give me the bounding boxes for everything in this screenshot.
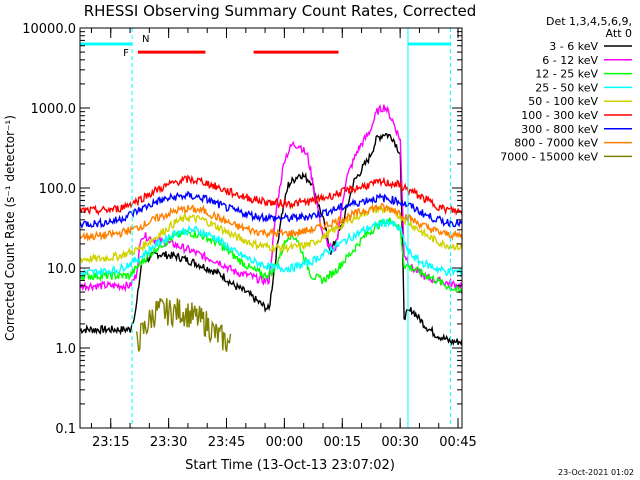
- x-tick-label: 00:15: [324, 435, 361, 450]
- legend-entry-label: 6 - 12 keV: [542, 54, 598, 67]
- y-axis-label: Corrected Count Rate (s⁻¹ detector⁻¹): [3, 115, 17, 341]
- plot-area: FN: [79, 28, 463, 428]
- legend-entry-label: 800 - 7000 keV: [514, 137, 598, 150]
- legend-entry-label: 100 - 300 keV: [521, 109, 598, 122]
- legend-entry-label: 7000 - 15000 keV: [500, 150, 598, 163]
- x-tick-label: 23:45: [208, 435, 245, 450]
- legend-header-line: Att 0: [606, 27, 632, 40]
- x-axis-label: Start Time (13-Oct-13 23:07:02): [185, 458, 395, 473]
- series-3-6-kev-line: [79, 133, 463, 347]
- series-800-7000-kev-line: [79, 202, 463, 242]
- legend-header-line: Det 1,3,4,5,6,9,: [546, 15, 632, 28]
- plot-frame: [79, 27, 463, 429]
- legend-entry-label: 3 - 6 keV: [549, 40, 598, 53]
- y-tick-label: 100.0: [39, 182, 76, 197]
- axes: 0.1 1.0 10.0 100.0 1000.0 10000.0 23:15 23:30 23…: [22, 22, 477, 450]
- series-100-300-kev-line: [79, 174, 463, 217]
- y-tick-label: 1.0: [55, 342, 76, 357]
- timestamp: 23-Oct-2021 01:02: [558, 468, 634, 477]
- series-25-50-kev-line: [79, 217, 463, 279]
- series-7000-15000-kev-line: [135, 297, 232, 352]
- series-12-25-kev-line: [79, 217, 463, 294]
- x-tick-label: 00:45: [439, 435, 476, 450]
- y-tick-label: 0.1: [55, 422, 76, 437]
- legend-entry-label: 300 - 800 keV: [521, 123, 598, 136]
- chart-title: RHESSI Observing Summary Count Rates, Co…: [84, 2, 477, 20]
- y-tick-label: 10.0: [47, 262, 76, 277]
- flag-marker-n: N: [142, 34, 149, 45]
- series-300-800-kev-line: [79, 190, 463, 230]
- legend-entry-label: 25 - 50 keV: [535, 81, 598, 94]
- legend-entry-label: 50 - 100 keV: [528, 95, 598, 108]
- x-tick-label: 23:30: [150, 435, 187, 450]
- series-6-12-kev-line: [79, 103, 463, 293]
- flag-marker-f: F: [123, 48, 129, 59]
- y-tick-label: 10000.0: [22, 22, 76, 37]
- legend-entry-label: 12 - 25 keV: [535, 68, 598, 81]
- y-tick-label: 1000.0: [31, 102, 77, 117]
- x-tick-label: 23:15: [92, 435, 129, 450]
- x-tick-label: 00:00: [266, 435, 303, 450]
- x-tick-label: 00:30: [381, 435, 418, 450]
- series-50-100-kev-line: [79, 205, 463, 265]
